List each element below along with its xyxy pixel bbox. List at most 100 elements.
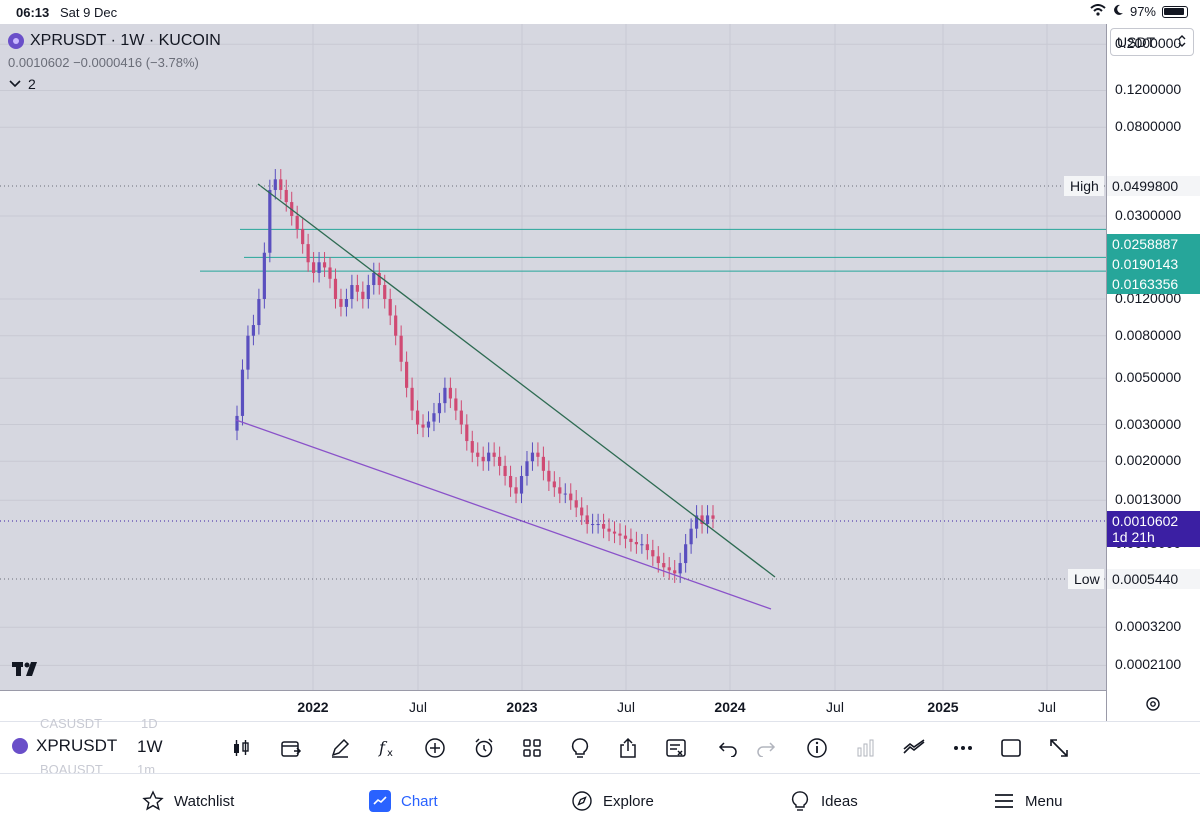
candle-body (667, 567, 671, 571)
tradingview-logo[interactable] (12, 660, 44, 683)
info-icon[interactable] (803, 734, 831, 762)
candle-body (246, 335, 250, 370)
fullscreen-icon[interactable] (1045, 734, 1073, 762)
compare-lines-icon[interactable] (900, 734, 928, 762)
candle-body (333, 278, 338, 299)
candle-body (640, 544, 644, 546)
current-price-value: 0.0010602 (1112, 513, 1179, 529)
price-tick-label: 0.0030000 (1115, 415, 1182, 432)
legend-title: XPRUSDT · 1W · KUCOIN (30, 32, 221, 49)
low-value-label: 0.0005440 (1107, 569, 1200, 589)
draw-pen-icon[interactable] (326, 734, 354, 762)
candle-body (574, 500, 578, 508)
level-3-label: 0.0163356 (1107, 274, 1200, 294)
nav-ideas-label: Ideas (821, 792, 858, 810)
candle-body (558, 487, 562, 494)
candle-body (301, 228, 305, 245)
ghost-interval-above: 1D (141, 716, 158, 731)
level-2-label: 0.0190143 (1107, 254, 1200, 274)
candle-body (498, 456, 502, 466)
legend-values: 0.0010602 −0.0000416 (−3.78%) (8, 55, 199, 70)
time-label-jul-2024: Jul (826, 699, 844, 715)
svg-text:f: f (378, 738, 388, 757)
bottom-nav: Watchlist Chart Explore Ideas Menu (0, 773, 1200, 838)
price-tick-label: 0.0050000 (1115, 369, 1182, 386)
candle-body (295, 216, 299, 229)
chart-area[interactable]: XPRUSDT · 1W · KUCOIN 0.0010602 −0.00004… (0, 24, 1200, 721)
currency-label: USDT (1117, 34, 1156, 50)
lightbulb-icon (789, 790, 811, 812)
chart-legend[interactable]: XPRUSDT · 1W · KUCOIN 0.0010602 −0.00004… (8, 32, 221, 92)
high-tag: High (1064, 176, 1104, 196)
undo-icon[interactable] (714, 734, 742, 762)
nav-watchlist[interactable]: Watchlist (142, 790, 234, 812)
volume-bars-icon[interactable] (852, 734, 880, 762)
candle-body (322, 262, 327, 268)
settings-icon[interactable] (1145, 696, 1161, 717)
candle-body (503, 465, 507, 476)
nav-chart[interactable]: Chart (369, 790, 438, 812)
current-price-label: 0.0010602 1d 21h (1107, 511, 1200, 547)
time-label-2022: 2022 (297, 699, 329, 715)
alarm-clock-icon[interactable] (470, 734, 498, 762)
candle-body (350, 285, 354, 299)
layout-grid-icon[interactable] (518, 734, 546, 762)
currency-select[interactable]: USDT (1110, 28, 1194, 56)
status-date: Sat 9 Dec (60, 5, 118, 20)
rectangle-icon[interactable] (997, 734, 1025, 762)
chevron-down-icon (8, 76, 22, 92)
calendar-icon[interactable] (277, 734, 305, 762)
indicator-count: 2 (28, 76, 36, 92)
candle-body (634, 542, 639, 545)
horizontal-levels (200, 228, 1106, 272)
order-panel-icon[interactable] (662, 734, 690, 762)
candle-type-icon[interactable] (227, 734, 255, 762)
candle-body (476, 452, 480, 457)
candle-body (536, 452, 540, 457)
nav-chart-label: Chart (401, 792, 438, 810)
price-tick-label: 0.0300000 (1115, 207, 1182, 224)
candle-body (405, 361, 409, 388)
candle-body (328, 267, 332, 279)
candle-body (251, 325, 256, 336)
indicators-toggle[interactable]: 2 (8, 76, 221, 92)
legend-symbol-row[interactable]: XPRUSDT · 1W · KUCOIN (8, 32, 221, 50)
nav-watchlist-label: Watchlist (174, 792, 235, 810)
candle-body (645, 544, 649, 551)
candle-body (673, 570, 677, 574)
chevron-updown-icon (1177, 34, 1187, 50)
candle-body (273, 179, 277, 190)
candles (235, 169, 715, 583)
interval-selector[interactable]: 1W (137, 737, 163, 756)
chart-plot[interactable] (0, 24, 1106, 690)
candle-body (519, 475, 524, 494)
time-scale[interactable]: 2022 Jul 2023 Jul 2024 Jul 2025 Jul (0, 690, 1106, 721)
nav-menu[interactable]: Menu (993, 790, 1063, 812)
hamburger-icon (993, 790, 1015, 812)
nav-explore[interactable]: Explore (571, 790, 654, 812)
add-circle-icon[interactable] (421, 734, 449, 762)
xpr-logo-icon (8, 33, 24, 49)
lightbulb-icon[interactable] (566, 734, 594, 762)
candle-body (366, 285, 370, 299)
share-icon[interactable] (614, 734, 642, 762)
candle-body (694, 515, 699, 529)
redo-icon[interactable] (752, 734, 780, 762)
moon-icon (1112, 4, 1124, 19)
candle-body (711, 515, 715, 519)
time-label-2023: 2023 (506, 699, 538, 715)
symbol-selector[interactable]: XPRUSDT (12, 736, 117, 756)
candle-body (268, 189, 272, 253)
status-bar: 06:13 Sat 9 Dec 97% (0, 0, 1200, 24)
more-icon[interactable] (949, 734, 977, 762)
candle-body (596, 524, 600, 526)
candle-body (580, 507, 584, 516)
candle-body (684, 544, 688, 564)
price-scale[interactable]: USDT 0.00080000.20000000.12000000.080000… (1106, 24, 1200, 721)
candle-body (607, 528, 611, 532)
nav-ideas[interactable]: Ideas (789, 790, 858, 812)
ghost-symbol-above: CASUSDT (40, 716, 103, 731)
candle-body (317, 262, 321, 273)
